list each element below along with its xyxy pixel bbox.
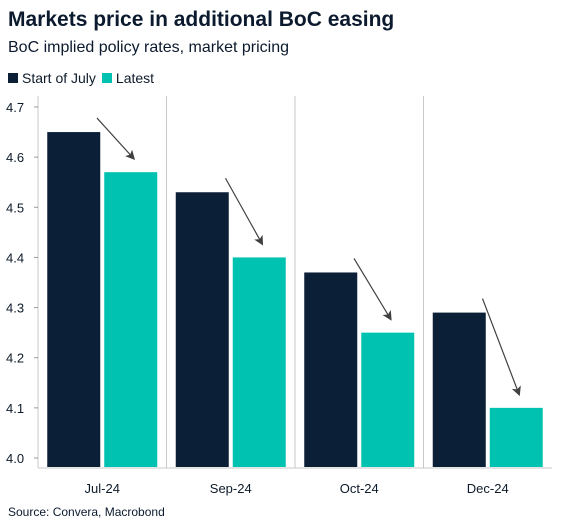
legend-label-start-of-july: Start of July bbox=[22, 70, 96, 86]
trend-arrow-dec-24 bbox=[481, 298, 521, 397]
trend-arrow-oct-24 bbox=[353, 258, 392, 321]
y-tick-label: 4.1 bbox=[6, 401, 24, 416]
legend-swatch-start-of-july bbox=[8, 73, 18, 83]
bar-start-of-july-oct-24 bbox=[304, 272, 358, 467]
trend-arrow-sep-24 bbox=[224, 177, 264, 246]
x-tick-label: Dec-24 bbox=[467, 481, 509, 496]
bar-start-of-july-sep-24 bbox=[175, 192, 229, 467]
bar-start-of-july-dec-24 bbox=[432, 312, 486, 467]
legend: Start of July Latest bbox=[8, 70, 160, 86]
trend-arrow-jul-24 bbox=[96, 117, 136, 160]
source-note: Source: Convera, Macrobond bbox=[8, 505, 165, 519]
y-tick-label: 4.3 bbox=[6, 301, 24, 316]
y-tick-label: 4.7 bbox=[6, 100, 24, 115]
y-tick-label: 4.6 bbox=[6, 150, 24, 165]
x-tick-label: Sep-24 bbox=[210, 481, 252, 496]
x-tick-label: Oct-24 bbox=[340, 481, 379, 496]
legend-item-latest: Latest bbox=[101, 70, 155, 86]
y-tick-label: 4.5 bbox=[6, 200, 24, 215]
legend-swatch-latest bbox=[101, 73, 112, 83]
bar-latest-jul-24 bbox=[104, 172, 158, 467]
bar-latest-oct-24 bbox=[361, 332, 415, 467]
x-tick-label: Jul-24 bbox=[85, 481, 120, 496]
bar-latest-sep-24 bbox=[232, 257, 286, 467]
y-tick-label: 4.2 bbox=[6, 351, 24, 366]
legend-label-latest: Latest bbox=[115, 70, 155, 86]
legend-item-start-of-july: Start of July bbox=[8, 70, 96, 86]
chart-subtitle: BoC implied policy rates, market pricing bbox=[8, 39, 289, 56]
y-tick-label: 4.0 bbox=[6, 451, 24, 466]
bar-start-of-july-jul-24 bbox=[47, 132, 101, 468]
bar-latest-dec-24 bbox=[489, 407, 543, 467]
chart-title: Markets price in additional BoC easing bbox=[8, 8, 395, 31]
y-tick-label: 4.4 bbox=[6, 250, 24, 265]
